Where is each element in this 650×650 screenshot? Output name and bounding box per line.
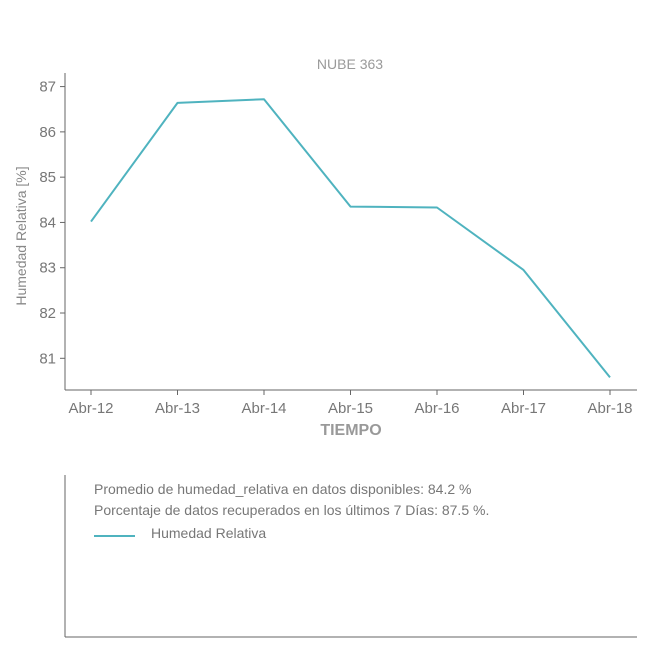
legend-stat-average: Promedio de humedad_relativa en datos di… — [94, 481, 471, 497]
y-tick-label: 85 — [39, 169, 56, 186]
x-axis-title: TIEMPO — [320, 422, 381, 439]
x-tick-label: Abr-18 — [587, 400, 632, 417]
y-tick-label: 87 — [39, 79, 56, 96]
y-tick-label: 82 — [39, 305, 56, 322]
x-tick-label: Abr-15 — [328, 400, 373, 417]
x-tick-label: Abr-12 — [68, 400, 113, 417]
legend-stat-recovered: Porcentaje de datos recuperados en los ú… — [94, 502, 489, 518]
x-tick-label: Abr-16 — [414, 400, 459, 417]
y-tick-label: 83 — [39, 260, 56, 277]
x-axis-ticks: Abr-12 Abr-13 Abr-14 Abr-15 Abr-16 Abr-17 Abr-… — [68, 390, 633, 417]
series-line-humedad-relativa — [90, 98, 611, 378]
legend-entry-label: Humedad Relativa — [151, 525, 266, 541]
y-tick-label: 81 — [39, 350, 56, 367]
y-axis-title: Humedad Relativa [%] — [13, 166, 29, 305]
series-group — [90, 98, 611, 378]
chart-title: NUBE 363 — [317, 56, 383, 72]
x-tick-label: Abr-14 — [241, 400, 286, 417]
x-tick-label: Abr-13 — [155, 400, 200, 417]
y-tick-label: 86 — [39, 124, 56, 141]
x-tick-label: Abr-17 — [501, 400, 546, 417]
y-axis-ticks: 81 82 83 84 85 86 87 — [39, 79, 65, 367]
y-tick-label: 84 — [39, 214, 56, 231]
